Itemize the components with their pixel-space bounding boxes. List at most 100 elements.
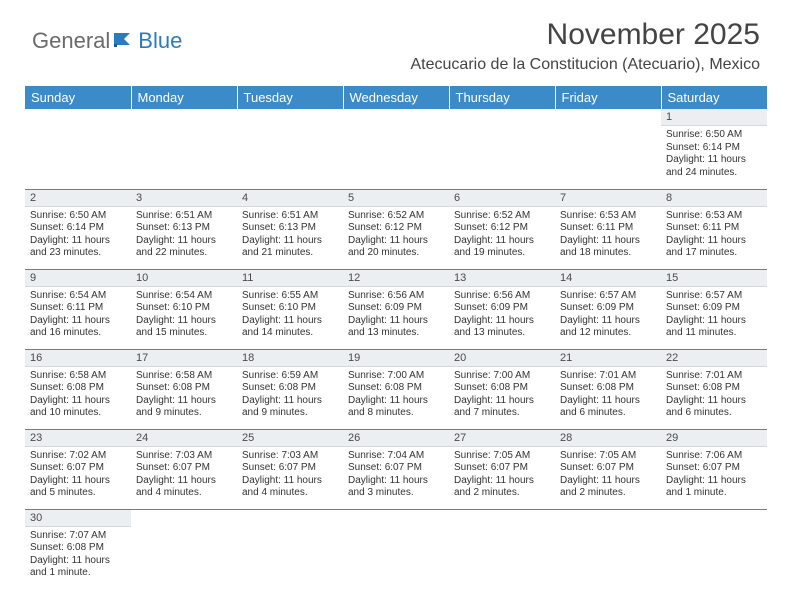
calendar-row: 23Sunrise: 7:02 AMSunset: 6:07 PMDayligh… bbox=[25, 429, 767, 509]
calendar-cell bbox=[555, 509, 661, 589]
weekday-header: Saturday bbox=[661, 86, 767, 109]
weekday-header: Tuesday bbox=[237, 86, 343, 109]
calendar-cell: 3Sunrise: 6:51 AMSunset: 6:13 PMDaylight… bbox=[131, 189, 237, 269]
day-content: Sunrise: 6:51 AMSunset: 6:13 PMDaylight:… bbox=[131, 207, 237, 264]
day-content: Sunrise: 6:58 AMSunset: 6:08 PMDaylight:… bbox=[131, 367, 237, 424]
day-number: 13 bbox=[449, 270, 555, 287]
calendar-cell bbox=[131, 509, 237, 589]
day-content: Sunrise: 6:56 AMSunset: 6:09 PMDaylight:… bbox=[449, 287, 555, 344]
day-number: 24 bbox=[131, 430, 237, 447]
calendar-cell: 13Sunrise: 6:56 AMSunset: 6:09 PMDayligh… bbox=[449, 269, 555, 349]
day-number: 12 bbox=[343, 270, 449, 287]
page-header: General Blue November 2025 Atecucario de… bbox=[0, 0, 792, 80]
day-content: Sunrise: 7:02 AMSunset: 6:07 PMDaylight:… bbox=[25, 447, 131, 504]
calendar-cell: 21Sunrise: 7:01 AMSunset: 6:08 PMDayligh… bbox=[555, 349, 661, 429]
day-number: 21 bbox=[555, 350, 661, 367]
calendar-row: 2Sunrise: 6:50 AMSunset: 6:14 PMDaylight… bbox=[25, 189, 767, 269]
calendar-row: 1Sunrise: 6:50 AMSunset: 6:14 PMDaylight… bbox=[25, 109, 767, 189]
calendar-cell bbox=[343, 109, 449, 189]
location-subtitle: Atecucario de la Constitucion (Atecuario… bbox=[411, 56, 761, 74]
calendar-cell: 2Sunrise: 6:50 AMSunset: 6:14 PMDaylight… bbox=[25, 189, 131, 269]
calendar-cell: 28Sunrise: 7:05 AMSunset: 6:07 PMDayligh… bbox=[555, 429, 661, 509]
day-content: Sunrise: 6:58 AMSunset: 6:08 PMDaylight:… bbox=[25, 367, 131, 424]
calendar-cell: 16Sunrise: 6:58 AMSunset: 6:08 PMDayligh… bbox=[25, 349, 131, 429]
calendar-cell: 25Sunrise: 7:03 AMSunset: 6:07 PMDayligh… bbox=[237, 429, 343, 509]
calendar-cell: 8Sunrise: 6:53 AMSunset: 6:11 PMDaylight… bbox=[661, 189, 767, 269]
calendar-cell: 22Sunrise: 7:01 AMSunset: 6:08 PMDayligh… bbox=[661, 349, 767, 429]
day-number: 17 bbox=[131, 350, 237, 367]
day-content: Sunrise: 7:05 AMSunset: 6:07 PMDaylight:… bbox=[449, 447, 555, 504]
calendar-cell: 20Sunrise: 7:00 AMSunset: 6:08 PMDayligh… bbox=[449, 349, 555, 429]
day-number: 16 bbox=[25, 350, 131, 367]
day-number: 4 bbox=[237, 190, 343, 207]
calendar-cell bbox=[237, 509, 343, 589]
day-number: 5 bbox=[343, 190, 449, 207]
day-content: Sunrise: 6:55 AMSunset: 6:10 PMDaylight:… bbox=[237, 287, 343, 344]
brand-logo: General Blue bbox=[32, 18, 182, 54]
day-content: Sunrise: 6:52 AMSunset: 6:12 PMDaylight:… bbox=[343, 207, 449, 264]
day-number: 19 bbox=[343, 350, 449, 367]
calendar-cell: 18Sunrise: 6:59 AMSunset: 6:08 PMDayligh… bbox=[237, 349, 343, 429]
day-number: 27 bbox=[449, 430, 555, 447]
calendar-cell: 10Sunrise: 6:54 AMSunset: 6:10 PMDayligh… bbox=[131, 269, 237, 349]
calendar-cell bbox=[449, 509, 555, 589]
calendar-cell: 29Sunrise: 7:06 AMSunset: 6:07 PMDayligh… bbox=[661, 429, 767, 509]
day-number: 26 bbox=[343, 430, 449, 447]
day-number: 20 bbox=[449, 350, 555, 367]
calendar-body: 1Sunrise: 6:50 AMSunset: 6:14 PMDaylight… bbox=[25, 109, 767, 589]
day-number: 9 bbox=[25, 270, 131, 287]
calendar-cell: 4Sunrise: 6:51 AMSunset: 6:13 PMDaylight… bbox=[237, 189, 343, 269]
day-content: Sunrise: 6:54 AMSunset: 6:10 PMDaylight:… bbox=[131, 287, 237, 344]
calendar-cell: 12Sunrise: 6:56 AMSunset: 6:09 PMDayligh… bbox=[343, 269, 449, 349]
calendar-cell: 5Sunrise: 6:52 AMSunset: 6:12 PMDaylight… bbox=[343, 189, 449, 269]
calendar-cell: 23Sunrise: 7:02 AMSunset: 6:07 PMDayligh… bbox=[25, 429, 131, 509]
day-content: Sunrise: 6:50 AMSunset: 6:14 PMDaylight:… bbox=[661, 126, 767, 183]
day-content: Sunrise: 6:54 AMSunset: 6:11 PMDaylight:… bbox=[25, 287, 131, 344]
day-number: 14 bbox=[555, 270, 661, 287]
day-number: 3 bbox=[131, 190, 237, 207]
day-content: Sunrise: 6:56 AMSunset: 6:09 PMDaylight:… bbox=[343, 287, 449, 344]
day-content: Sunrise: 6:51 AMSunset: 6:13 PMDaylight:… bbox=[237, 207, 343, 264]
calendar-cell bbox=[25, 109, 131, 189]
weekday-header: Monday bbox=[131, 86, 237, 109]
calendar-cell: 26Sunrise: 7:04 AMSunset: 6:07 PMDayligh… bbox=[343, 429, 449, 509]
day-number: 23 bbox=[25, 430, 131, 447]
calendar-cell: 24Sunrise: 7:03 AMSunset: 6:07 PMDayligh… bbox=[131, 429, 237, 509]
day-content: Sunrise: 6:53 AMSunset: 6:11 PMDaylight:… bbox=[555, 207, 661, 264]
day-content: Sunrise: 7:01 AMSunset: 6:08 PMDaylight:… bbox=[661, 367, 767, 424]
day-content: Sunrise: 7:03 AMSunset: 6:07 PMDaylight:… bbox=[131, 447, 237, 504]
calendar-cell bbox=[449, 109, 555, 189]
calendar-cell: 7Sunrise: 6:53 AMSunset: 6:11 PMDaylight… bbox=[555, 189, 661, 269]
brand-flag-icon bbox=[114, 31, 136, 52]
calendar-cell: 15Sunrise: 6:57 AMSunset: 6:09 PMDayligh… bbox=[661, 269, 767, 349]
day-content: Sunrise: 6:57 AMSunset: 6:09 PMDaylight:… bbox=[661, 287, 767, 344]
day-content: Sunrise: 6:59 AMSunset: 6:08 PMDaylight:… bbox=[237, 367, 343, 424]
day-number: 7 bbox=[555, 190, 661, 207]
day-content: Sunrise: 7:00 AMSunset: 6:08 PMDaylight:… bbox=[449, 367, 555, 424]
calendar-cell: 1Sunrise: 6:50 AMSunset: 6:14 PMDaylight… bbox=[661, 109, 767, 189]
calendar-table: SundayMondayTuesdayWednesdayThursdayFrid… bbox=[25, 86, 767, 589]
day-number: 22 bbox=[661, 350, 767, 367]
calendar-cell: 9Sunrise: 6:54 AMSunset: 6:11 PMDaylight… bbox=[25, 269, 131, 349]
day-number: 11 bbox=[237, 270, 343, 287]
weekday-header: Wednesday bbox=[343, 86, 449, 109]
day-content: Sunrise: 6:52 AMSunset: 6:12 PMDaylight:… bbox=[449, 207, 555, 264]
day-content: Sunrise: 6:53 AMSunset: 6:11 PMDaylight:… bbox=[661, 207, 767, 264]
calendar-cell: 14Sunrise: 6:57 AMSunset: 6:09 PMDayligh… bbox=[555, 269, 661, 349]
day-content: Sunrise: 6:57 AMSunset: 6:09 PMDaylight:… bbox=[555, 287, 661, 344]
brand-text-general: General bbox=[32, 28, 110, 54]
calendar-cell: 27Sunrise: 7:05 AMSunset: 6:07 PMDayligh… bbox=[449, 429, 555, 509]
calendar-cell bbox=[555, 109, 661, 189]
day-number: 1 bbox=[661, 109, 767, 126]
calendar-cell bbox=[661, 509, 767, 589]
day-content: Sunrise: 7:04 AMSunset: 6:07 PMDaylight:… bbox=[343, 447, 449, 504]
day-content: Sunrise: 6:50 AMSunset: 6:14 PMDaylight:… bbox=[25, 207, 131, 264]
day-number: 18 bbox=[237, 350, 343, 367]
day-content: Sunrise: 7:00 AMSunset: 6:08 PMDaylight:… bbox=[343, 367, 449, 424]
calendar-cell bbox=[131, 109, 237, 189]
day-number: 29 bbox=[661, 430, 767, 447]
calendar-cell: 17Sunrise: 6:58 AMSunset: 6:08 PMDayligh… bbox=[131, 349, 237, 429]
day-number: 30 bbox=[25, 510, 131, 527]
calendar-row: 16Sunrise: 6:58 AMSunset: 6:08 PMDayligh… bbox=[25, 349, 767, 429]
calendar-row: 30Sunrise: 7:07 AMSunset: 6:08 PMDayligh… bbox=[25, 509, 767, 589]
